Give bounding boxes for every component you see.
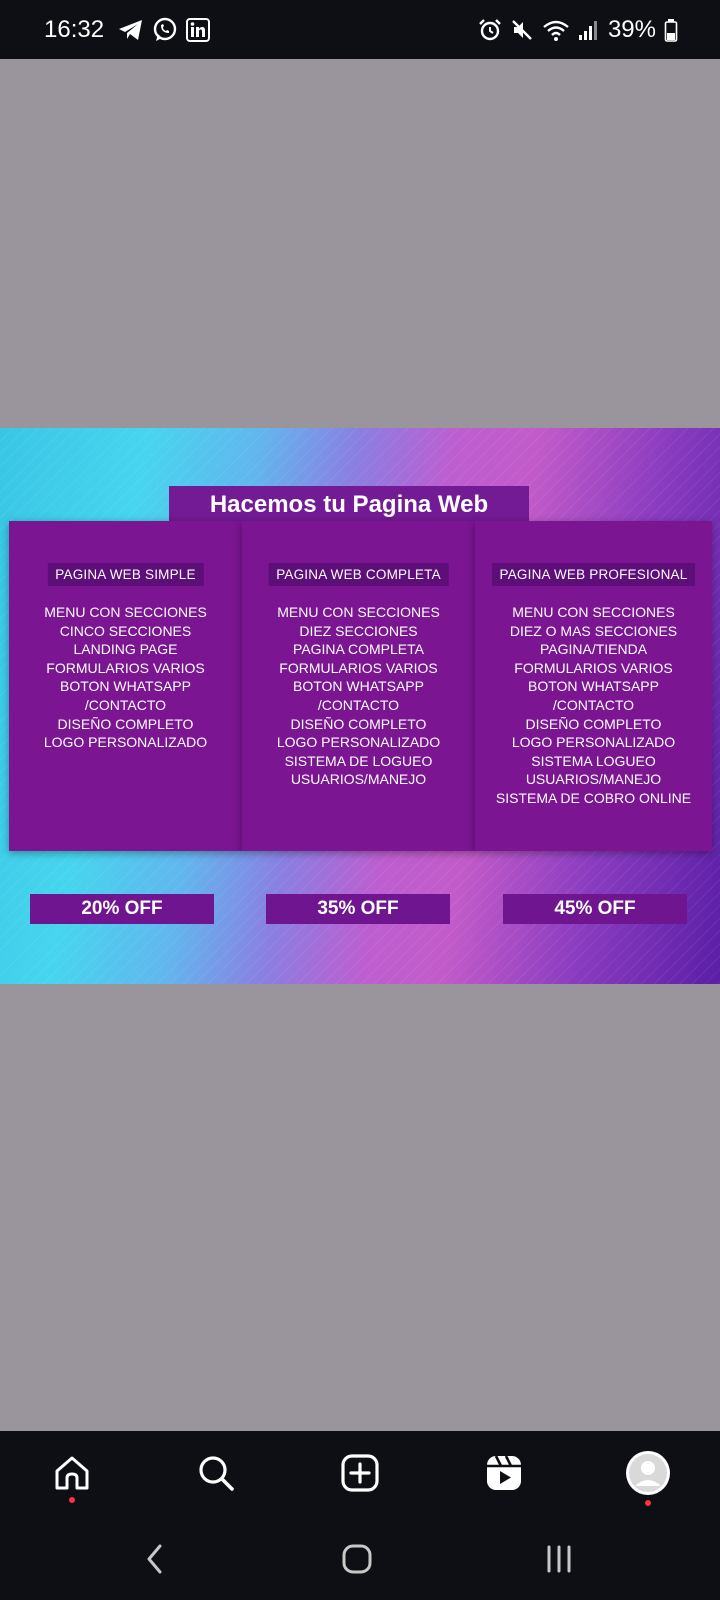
status-bar: 16:32 39% bbox=[0, 0, 720, 59]
nav-profile[interactable] bbox=[624, 1450, 672, 1506]
telegram-icon bbox=[118, 19, 144, 41]
nav-reels[interactable] bbox=[480, 1451, 528, 1499]
plan-name: PAGINA WEB PROFESIONAL bbox=[491, 563, 696, 586]
feature-item: /CONTACTO bbox=[552, 696, 635, 713]
feature-item: DISEÑO COMPLETO bbox=[57, 715, 194, 732]
feature-item: BOTON WHATSAPP bbox=[528, 678, 659, 695]
feature-item: /CONTACTO bbox=[84, 696, 167, 713]
signal-icon bbox=[578, 19, 600, 41]
profile-avatar bbox=[625, 1450, 671, 1500]
home-icon bbox=[52, 1453, 92, 1497]
home-button[interactable] bbox=[332, 1539, 382, 1579]
feature-item: SISTEMA LOGUEO bbox=[531, 752, 656, 769]
plan-name: PAGINA WEB SIMPLE bbox=[47, 563, 204, 586]
feature-item: SISTEMA DE LOGUEO bbox=[284, 752, 433, 769]
feature-item: PAGINA COMPLETA bbox=[293, 641, 424, 658]
feature-item: CINCO SECCIONES bbox=[59, 622, 192, 639]
feature-item: PAGINA/TIENDA bbox=[539, 641, 648, 658]
battery-icon bbox=[664, 18, 678, 42]
status-right: 39% bbox=[478, 16, 678, 44]
post-image[interactable]: Hacemos tu Pagina Web PAGINA WEB SIMPLE … bbox=[0, 428, 720, 984]
status-left: 16:32 bbox=[44, 15, 211, 44]
feature-item: MENU CON SECCIONES bbox=[44, 604, 207, 620]
plan-card-completa: PAGINA WEB COMPLETA MENU CON SECCIONES D… bbox=[242, 521, 475, 851]
battery-percentage: 39% bbox=[607, 15, 656, 43]
feature-item: BOTON WHATSAPP bbox=[293, 678, 424, 695]
feature-item: DIEZ O MAS SECCIONES bbox=[509, 622, 678, 639]
notification-dot bbox=[69, 1497, 75, 1503]
banner-title: Hacemos tu Pagina Web bbox=[169, 486, 529, 523]
plan-card-profesional: PAGINA WEB PROFESIONAL MENU CON SECCIONE… bbox=[475, 521, 712, 851]
image-viewer[interactable]: Hacemos tu Pagina Web PAGINA WEB SIMPLE … bbox=[0, 59, 720, 1431]
mute-icon bbox=[510, 18, 534, 42]
feature-item: FORMULARIOS VARIOS bbox=[46, 659, 205, 676]
plan-name: PAGINA WEB COMPLETA bbox=[268, 563, 449, 586]
whatsapp-icon bbox=[152, 17, 178, 43]
plan-features: MENU CON SECCIONES CINCO SECCIONES LANDI… bbox=[9, 603, 242, 752]
discount-badge-completa: 35% OFF bbox=[266, 894, 450, 924]
feature-item: BOTON WHATSAPP bbox=[60, 678, 191, 695]
feature-item: USUARIOS/MANEJO bbox=[290, 771, 427, 788]
plan-card-simple: PAGINA WEB SIMPLE MENU CON SECCIONES CIN… bbox=[9, 521, 242, 851]
discount-badge-simple: 20% OFF bbox=[30, 894, 214, 924]
feature-item: DISEÑO COMPLETO bbox=[290, 715, 427, 732]
create-post-icon bbox=[340, 1453, 380, 1497]
recents-button[interactable] bbox=[534, 1539, 584, 1579]
feature-item: SISTEMA DE COBRO ONLINE bbox=[495, 789, 692, 806]
nav-search[interactable] bbox=[192, 1451, 240, 1499]
feature-item: DISEÑO COMPLETO bbox=[525, 715, 662, 732]
feature-item: LOGO PERSONALIZADO bbox=[511, 734, 676, 751]
feature-item: MENU CON SECCIONES bbox=[277, 604, 440, 620]
linkedin-icon bbox=[186, 17, 211, 42]
feature-item: MENU CON SECCIONES bbox=[512, 604, 675, 620]
alarm-icon bbox=[478, 18, 502, 42]
notification-dot bbox=[645, 1500, 651, 1506]
feature-item: LANDING PAGE bbox=[73, 641, 178, 658]
wifi-icon bbox=[542, 18, 570, 42]
feature-item: LOGO PERSONALIZADO bbox=[43, 734, 208, 751]
reels-icon bbox=[484, 1453, 524, 1497]
nav-home[interactable] bbox=[48, 1451, 96, 1503]
bottom-navigation bbox=[0, 1431, 720, 1519]
feature-item: FORMULARIOS VARIOS bbox=[514, 659, 673, 676]
feature-item: USUARIOS/MANEJO bbox=[525, 771, 662, 788]
back-button[interactable] bbox=[130, 1539, 180, 1579]
plan-features: MENU CON SECCIONES DIEZ SECCIONES PAGINA… bbox=[242, 603, 475, 789]
system-navigation-bar bbox=[0, 1519, 720, 1600]
status-time: 16:32 bbox=[44, 15, 105, 43]
feature-item: DIEZ SECCIONES bbox=[299, 622, 418, 639]
feature-item: LOGO PERSONALIZADO bbox=[276, 734, 441, 751]
discount-badge-profesional: 45% OFF bbox=[503, 894, 687, 924]
search-icon bbox=[196, 1453, 236, 1497]
plan-features: MENU CON SECCIONES DIEZ O MAS SECCIONES … bbox=[475, 603, 712, 808]
nav-create[interactable] bbox=[336, 1451, 384, 1499]
feature-item: FORMULARIOS VARIOS bbox=[279, 659, 438, 676]
feature-item: /CONTACTO bbox=[317, 696, 400, 713]
